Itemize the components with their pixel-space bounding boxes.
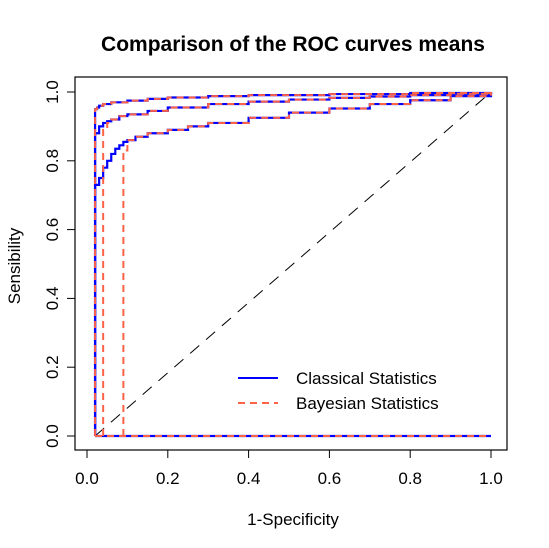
x-axis: 0.0 0.2 0.4 0.6 0.8 1.0 [75, 449, 503, 488]
series-bayesian-statistics-curve-1 [94, 92, 492, 436]
x-tick-label: 0.2 [156, 469, 180, 488]
y-tick-label: 0.4 [43, 287, 62, 311]
plot-layer [93, 91, 493, 438]
y-axis-label: Sensibility [5, 227, 24, 304]
chart-title: Comparison of the ROC curves means [101, 33, 485, 56]
x-axis-label: 1-Specificity [247, 510, 339, 529]
x-tick-label: 0.4 [237, 469, 261, 488]
legend-label-bayesian: Bayesian Statistics [296, 394, 439, 413]
reference-diagonal-line [94, 91, 492, 437]
y-tick-label: 1.0 [43, 80, 62, 104]
plot-frame [74, 76, 508, 451]
x-tick-label: 0.6 [318, 469, 342, 488]
x-tick-label: 0.8 [398, 469, 422, 488]
x-tick-label: 0.0 [75, 469, 99, 488]
series-bayesian-statistics-curve-2 [102, 92, 492, 436]
legend-label-classical: Classical Statistics [296, 369, 437, 388]
y-tick-label: 0.0 [43, 424, 62, 448]
y-tick-label: 0.6 [43, 218, 62, 242]
y-axis: 0.0 0.2 0.4 0.6 0.8 1.0 [43, 80, 76, 448]
y-tick-label: 0.2 [43, 355, 62, 379]
y-tick-label: 0.8 [43, 149, 62, 173]
legend: Classical Statistics Bayesian Statistics [238, 369, 439, 413]
x-tick-label: 1.0 [479, 469, 503, 488]
